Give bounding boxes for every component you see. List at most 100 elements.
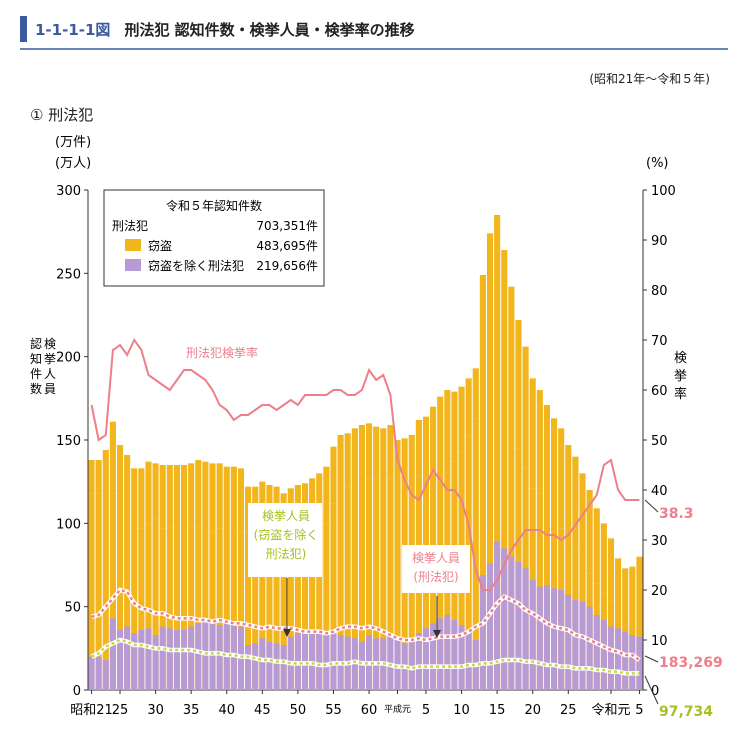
- bar-theft: [173, 525, 180, 690]
- x-tick-label: 昭和21: [70, 703, 113, 718]
- x-tick-label: 20: [524, 703, 541, 718]
- bar-theft: [202, 530, 209, 690]
- bar-other-top: [387, 425, 394, 479]
- bar-other-top: [572, 456, 579, 547]
- left-tick-label: 300: [56, 184, 81, 199]
- bar-theft: [131, 525, 138, 690]
- right-tick-label: 80: [651, 284, 668, 299]
- bar-theft: [166, 526, 173, 690]
- left-axis-label-char: 数: [30, 381, 42, 396]
- bar-other: [607, 626, 615, 690]
- bar-theft: [380, 480, 387, 690]
- right-tick-label: 50: [651, 434, 668, 449]
- bar-other-top: [422, 416, 430, 479]
- right-tick-label: 0: [651, 684, 659, 699]
- header-rule: [20, 48, 728, 50]
- bar-theft: [323, 523, 330, 690]
- bar-other-top: [451, 391, 458, 462]
- bar-other: [88, 656, 95, 690]
- bar-other-top: [95, 460, 102, 494]
- section-label: ① 刑法犯: [30, 106, 94, 124]
- bar-other-top: [543, 405, 550, 510]
- bar-other: [188, 626, 195, 690]
- bar-theft: [337, 490, 344, 690]
- legend-label-theft: 窃盗: [148, 238, 172, 253]
- x-tick-label: 60: [361, 703, 378, 718]
- bar-theft: [152, 518, 159, 690]
- bar-theft: [301, 540, 309, 690]
- bar-other: [415, 633, 422, 690]
- right-tick-label: 70: [651, 334, 668, 349]
- bar-other-top: [145, 461, 152, 524]
- left-axis-label-char: 員: [44, 382, 56, 396]
- x-tick-label: 40: [218, 703, 235, 718]
- bar-other: [615, 628, 622, 690]
- end-arrests-all-label: 183,269: [659, 655, 723, 671]
- bar-theft: [216, 528, 223, 690]
- x-tick-label: 10: [453, 703, 470, 718]
- bar-theft: [280, 538, 287, 690]
- arrests-excl-line: [91, 638, 640, 675]
- arrests-all-line: [91, 588, 641, 662]
- bar-other: [551, 588, 558, 690]
- bar-other: [629, 635, 636, 690]
- right-tick-label: 30: [651, 534, 668, 549]
- bar-theft: [181, 525, 188, 690]
- bar-other-top: [600, 523, 607, 594]
- figure-number: 1-1-1-1図: [35, 20, 111, 39]
- bar-other: [430, 623, 437, 690]
- x-tick-label: 25: [560, 703, 577, 718]
- rate-annotation: 刑法犯検挙率: [186, 345, 258, 360]
- arrests-all-arrowhead: [433, 630, 441, 638]
- right-tick-label: 90: [651, 234, 668, 249]
- bar-other: [522, 568, 529, 690]
- bar-other: [173, 630, 180, 690]
- bar-other-top: [593, 508, 600, 584]
- bar-other-top: [636, 556, 643, 610]
- bar-theft: [195, 526, 202, 690]
- bar-other-top: [152, 463, 159, 519]
- bar-theft: [230, 533, 237, 690]
- bar-other: [636, 636, 643, 690]
- bar-other-top: [486, 233, 494, 360]
- bar-theft: [387, 478, 394, 690]
- legend-label-total: 刑法犯: [112, 219, 148, 233]
- bar-theft: [252, 533, 259, 690]
- bar-theft: [366, 478, 373, 690]
- bar-other-top: [181, 465, 188, 525]
- bar-theft: [316, 531, 323, 690]
- bar-theft: [95, 493, 102, 690]
- arrests-excl-line-halo: [90, 637, 640, 676]
- bar-other-top: [202, 461, 209, 530]
- bar-other-top: [216, 463, 223, 529]
- bar-other-top: [444, 390, 451, 465]
- legend-label-other: 窃盗を除く刑法犯: [148, 258, 244, 273]
- bar-theft: [145, 523, 152, 690]
- bar-other: [458, 625, 465, 690]
- bar-other-top: [408, 435, 415, 487]
- bar-theft: [344, 486, 351, 690]
- bar-other: [600, 620, 607, 690]
- bar-other-top: [622, 568, 629, 627]
- bar-other: [181, 630, 188, 690]
- bar-theft: [223, 535, 230, 690]
- bar-other-top: [430, 406, 437, 474]
- bar-other-top: [102, 450, 109, 480]
- x-tick-label: 35: [183, 703, 200, 718]
- end-rate-leader: [644, 499, 659, 513]
- bar-other-top: [615, 558, 622, 620]
- bar-theft: [330, 503, 337, 690]
- bar-theft: [479, 390, 486, 690]
- end-arrests-excl-label: 97,734: [659, 704, 713, 720]
- x-tick-label: 5: [422, 703, 430, 718]
- bar-theft: [159, 528, 166, 690]
- bar-other: [216, 625, 223, 690]
- bar-other: [444, 615, 451, 690]
- x-tick-label: 25: [112, 703, 129, 718]
- left-tick-label: 200: [56, 351, 81, 366]
- bar-other-top: [223, 466, 230, 535]
- arrests-all-annotation: (刑法犯): [413, 570, 458, 584]
- x-tick-label: 45: [254, 703, 271, 718]
- bar-other: [494, 541, 501, 690]
